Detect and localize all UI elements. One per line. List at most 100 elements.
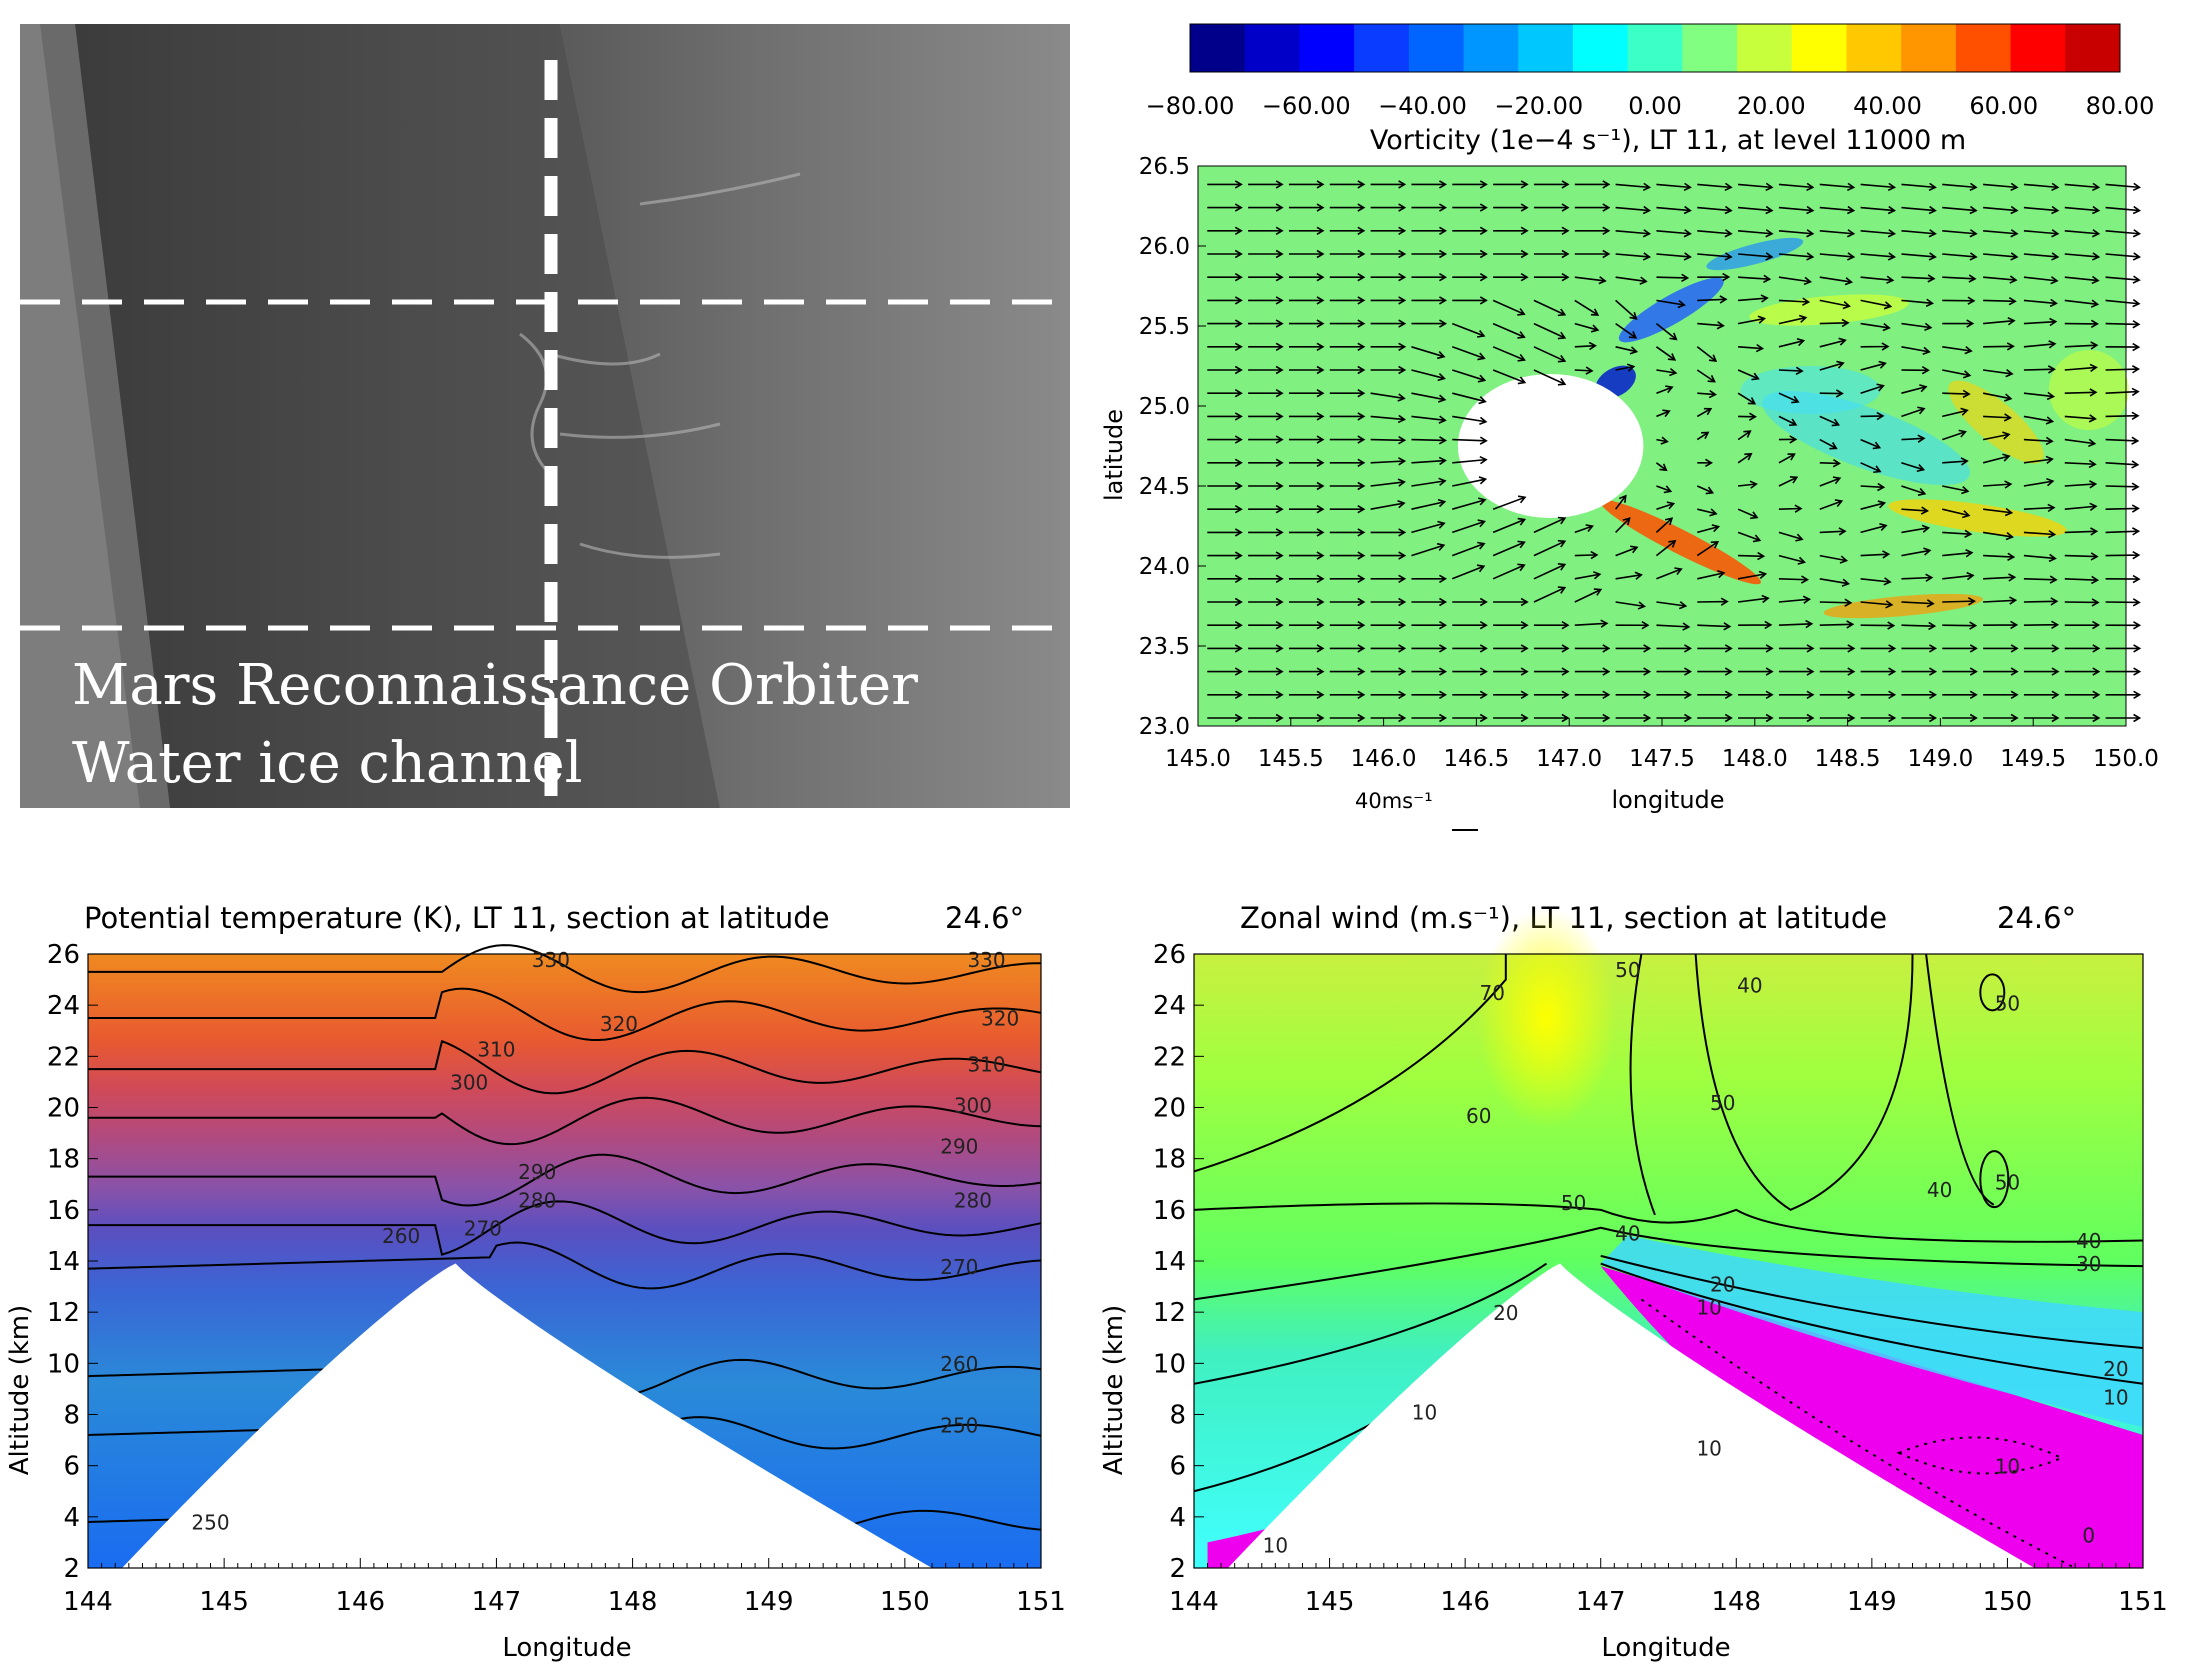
wind-vector	[1860, 252, 1897, 261]
wind-vector	[2064, 341, 2099, 350]
wind-vector	[1697, 690, 1733, 699]
wind-vector	[2064, 182, 2101, 192]
y-axis-label: Altitude (km)	[5, 1305, 35, 1476]
wind-vector	[1819, 620, 1855, 629]
colorbar-tick-label: −80.00	[1146, 92, 1235, 120]
wind-vector	[1942, 252, 1978, 261]
wind-vector	[1819, 389, 1844, 398]
wind-vector	[1737, 570, 1768, 580]
wind-vector	[1696, 407, 1713, 418]
wind-vector	[2105, 598, 2141, 607]
isentrope	[88, 987, 1042, 1042]
wind-vector	[1778, 182, 1815, 192]
wind-vector	[1778, 644, 1815, 653]
wind-vector	[1329, 365, 1366, 375]
wind-vector	[1778, 453, 1796, 464]
wind-vector	[1248, 690, 1284, 699]
wind-vector	[2023, 477, 2055, 487]
wind-vector	[1493, 713, 1529, 723]
wind-vector	[1942, 407, 1969, 418]
y-tick-label: 2	[63, 1554, 80, 1584]
wind-vector	[2064, 275, 2100, 285]
x-tick-label: 148.0	[1722, 746, 1788, 772]
y-tick-label: 25.5	[1139, 314, 1190, 340]
wind-vector	[1696, 431, 1710, 441]
wind-vector	[1860, 462, 1882, 474]
wind-vector	[1983, 573, 2017, 582]
wind-vector	[1493, 690, 1529, 699]
vorticity-feature	[1762, 390, 1971, 486]
colorbar-swatch	[1463, 24, 1519, 72]
wind-vector	[1207, 342, 1243, 351]
colorbar-swatch	[1518, 24, 1574, 72]
wind-vector	[1819, 318, 1850, 328]
wind-vector	[1901, 274, 1936, 283]
x-tick-label: 146.0	[1351, 746, 1417, 772]
contour-label: 320	[981, 1007, 1019, 1031]
wind-vector	[1492, 346, 1526, 362]
vorticity-chart: −80.00 −60.00 −40.00 −20.00 0.00 20.00 40.00 60…	[1090, 0, 2197, 860]
wind-vector	[1942, 457, 1969, 466]
wind-vector	[1207, 458, 1243, 467]
wind-vector	[1860, 667, 1897, 676]
wind-vector	[1329, 597, 1366, 607]
contour-label: 10	[2103, 1385, 2128, 1409]
wind-vector	[1983, 205, 2019, 215]
wind-vector	[1901, 322, 1933, 332]
wind-vector	[1615, 346, 1639, 355]
wind-vector	[1778, 531, 1804, 542]
wind-vector	[1493, 249, 1529, 259]
wind-vector	[1452, 249, 1488, 259]
wind-vector	[1697, 508, 1718, 517]
wind-vector	[1452, 180, 1488, 189]
wind-vector	[1738, 274, 1772, 283]
wind-vector	[1656, 667, 1693, 676]
wind-vector	[1860, 342, 1890, 351]
wind-vector	[1901, 644, 1938, 653]
wind-vector	[1615, 276, 1648, 285]
wind-vector	[1983, 596, 2018, 605]
wind-vector	[1942, 529, 1973, 538]
y-tick-label: 26.0	[1139, 234, 1190, 260]
wind-vector	[1656, 252, 1692, 261]
wind-vector	[1819, 554, 1849, 564]
wind-contour	[1600, 1254, 2144, 1349]
wind-vector	[1288, 435, 1325, 444]
wind-vector	[1778, 415, 1798, 427]
wind-vector	[1329, 389, 1366, 398]
terrain-obstacle	[1457, 374, 1644, 518]
wind-vector	[2023, 503, 2056, 513]
x-tick-label: 147	[1576, 1587, 1626, 1617]
wind-vector	[1411, 180, 1448, 189]
contour-label: 270	[940, 1255, 978, 1279]
colorbar-tick-label: 0.00	[1628, 92, 1681, 120]
wind-vector	[1860, 522, 1888, 534]
x-tick-label: 147	[472, 1587, 522, 1617]
wind-vector	[1533, 586, 1567, 603]
wind-vector	[2023, 205, 2060, 215]
wind-vector	[1207, 667, 1243, 676]
wind-vector	[1942, 182, 1978, 192]
wind-vector	[1574, 690, 1611, 699]
wind-vector	[2023, 553, 2057, 563]
wind-vector	[1207, 203, 1243, 212]
wind-vector	[1696, 540, 1720, 557]
wind-vector	[1942, 205, 1978, 215]
wind-vector	[1901, 182, 1937, 192]
wind-vector	[1533, 203, 1570, 212]
wind-vector	[2064, 667, 2101, 676]
wind-vector	[1901, 506, 1930, 515]
wind-vector	[2023, 667, 2060, 676]
x-tick-label: 146	[1440, 1587, 1490, 1617]
wind-vector	[1778, 667, 1815, 676]
wind-vector	[1533, 690, 1570, 699]
x-tick-label: 146.5	[1443, 746, 1509, 772]
wind-vector	[1370, 296, 1407, 305]
wind-vector	[1778, 435, 1798, 444]
wind-vector	[1574, 276, 1607, 285]
wind-vector	[1656, 299, 1686, 309]
wind-vector	[1288, 180, 1325, 189]
isentrope	[87, 1241, 1042, 1290]
wind-contour	[1979, 973, 2006, 1012]
isentrope	[88, 1153, 1042, 1207]
